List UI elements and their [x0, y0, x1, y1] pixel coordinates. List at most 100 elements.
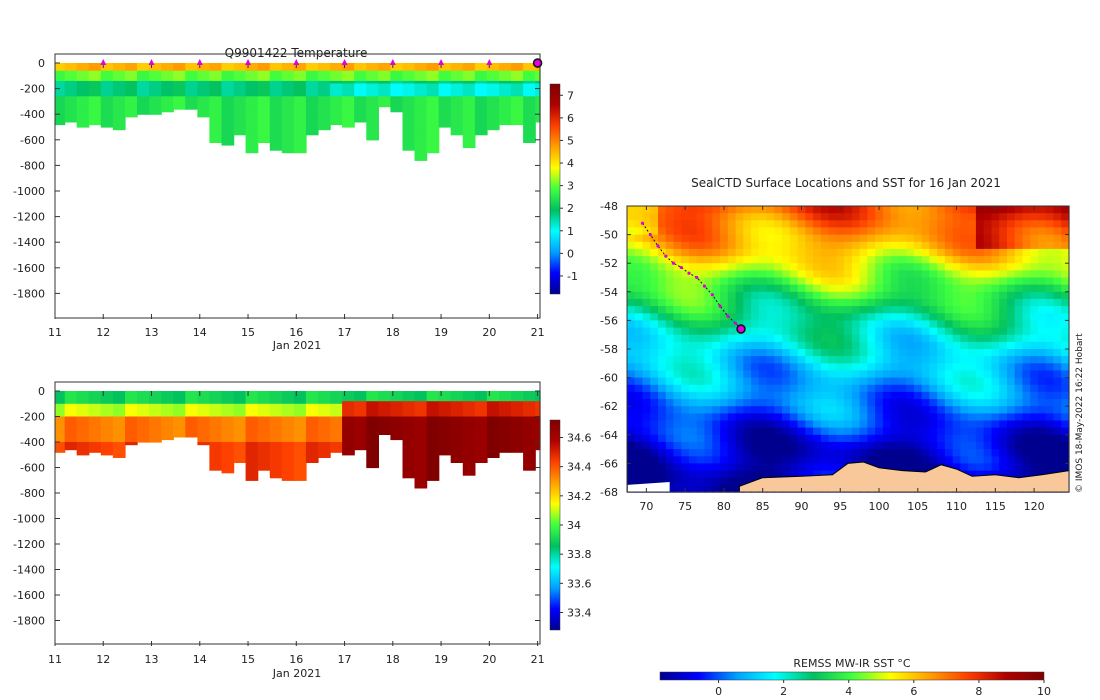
profile-cell: [293, 101, 307, 105]
sst-cell: [960, 206, 969, 214]
sst-cell: [1014, 277, 1024, 286]
sst-cell: [805, 284, 814, 293]
sst-cell: [813, 270, 822, 279]
sst-cell: [673, 220, 682, 229]
sst-cell: [1045, 377, 1055, 386]
sst-cell: [774, 227, 783, 236]
profile-cell: [293, 424, 307, 428]
sst-cell: [929, 334, 938, 343]
profile-cell: [55, 444, 66, 448]
sst-cell: [1045, 234, 1055, 243]
sst-cell: [805, 313, 814, 322]
profile-cell: [209, 73, 223, 77]
sst-cell: [758, 306, 768, 314]
sst-cell: [836, 220, 845, 229]
profile-cell: [281, 147, 295, 151]
sst-cell: [789, 277, 799, 286]
profile-cell: [402, 470, 416, 474]
sst-cell: [704, 441, 713, 450]
profile-cell: [438, 101, 452, 105]
sst-cell: [751, 284, 760, 293]
profile-cell: [474, 396, 488, 400]
profile-cell: [76, 121, 90, 126]
sst-cell: [867, 377, 876, 386]
map-x-tick-label: 90: [794, 500, 808, 513]
sst-cell: [650, 377, 659, 386]
profile-cell: [330, 411, 343, 415]
profile-cell: [535, 429, 541, 433]
sst-cell: [634, 220, 644, 229]
profile-cell: [474, 429, 488, 433]
sst-cell: [813, 256, 822, 264]
profile-cell: [76, 70, 90, 74]
profile-cell: [100, 431, 114, 435]
sst-cell: [735, 341, 744, 350]
profile-cell: [414, 91, 428, 95]
sst-cell: [952, 284, 962, 293]
sst-cell: [751, 363, 760, 372]
sst-cell: [1014, 220, 1024, 229]
sst-cell: [875, 420, 884, 429]
sst-cell: [665, 463, 675, 472]
profile-cell: [523, 436, 536, 441]
profile-cell: [55, 96, 66, 100]
profile-cell: [462, 452, 476, 456]
profile-cell: [426, 129, 440, 133]
sst-cell: [627, 413, 636, 422]
profile-cell: [462, 68, 476, 72]
profile-cell: [474, 413, 488, 418]
sst-cell: [673, 391, 682, 400]
sst-cell: [1030, 248, 1039, 257]
profile-cell: [354, 421, 367, 425]
sst-cell: [766, 434, 775, 443]
profile-cell: [88, 393, 102, 397]
profile-cell: [462, 403, 476, 407]
profile-cell: [330, 83, 343, 87]
profile-cell: [281, 396, 295, 400]
profile-cell: [426, 63, 440, 67]
sst-cell: [805, 463, 814, 472]
profile-cell: [462, 447, 476, 451]
profile-cell: [511, 70, 524, 74]
sst-cell: [681, 256, 690, 264]
sst-cell: [658, 270, 667, 279]
profile-cell: [402, 134, 416, 138]
sst-cell: [859, 384, 868, 393]
sst-cell: [658, 427, 667, 436]
sst-cell: [627, 270, 636, 279]
profile-cell: [462, 429, 476, 433]
sst-cell: [952, 263, 962, 271]
sst-cell: [944, 391, 954, 400]
profile-cell: [354, 106, 367, 110]
profile-cell: [88, 434, 102, 438]
sst-cell: [650, 256, 659, 264]
profile-cell: [149, 68, 162, 72]
sst-cell: [689, 320, 698, 329]
profile-cell: [76, 426, 90, 430]
profile-cell: [76, 391, 90, 395]
sst-cell: [727, 434, 737, 443]
profile-cell: [281, 462, 295, 466]
profile-cell: [221, 111, 235, 115]
profile-cell: [462, 86, 476, 90]
profile-cell: [414, 83, 428, 87]
profile-cell: [330, 406, 343, 410]
sst-cell: [789, 449, 799, 457]
sst-cell: [968, 256, 977, 264]
sst-cell: [991, 284, 1000, 293]
profile-cell: [112, 393, 126, 397]
profile-cell: [354, 413, 367, 418]
sst-cell: [720, 334, 729, 343]
sst-cell: [789, 291, 799, 300]
profile-cell: [100, 83, 114, 87]
sst-cell: [650, 477, 659, 486]
profile-cell: [523, 75, 536, 79]
sst-cell: [944, 220, 954, 229]
sst-cell: [844, 356, 853, 364]
profile-cell: [402, 406, 416, 410]
sst-cell: [665, 377, 675, 386]
profile-cell: [185, 434, 198, 438]
sst-cell: [1061, 263, 1070, 271]
profile-cell: [366, 421, 379, 425]
y-tick-label: 0: [38, 385, 45, 398]
